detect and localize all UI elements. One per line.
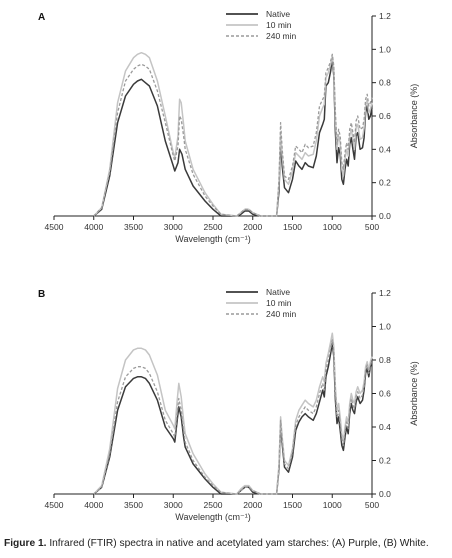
panel-b-series-line-10-min xyxy=(93,332,373,495)
panel-b-y-tick-label: 1.2 xyxy=(379,288,391,298)
panel-b-x-axis-title: Wavelength (cm⁻¹) xyxy=(175,512,250,522)
panel-b-x-tick-label: 2500 xyxy=(204,500,223,510)
panel-a-x-axis-title: Wavelength (cm⁻¹) xyxy=(175,234,250,244)
panel-a-series-line-native xyxy=(93,56,373,217)
panel-b-y-tick-label: 1.0 xyxy=(379,322,391,332)
panel-a-series-line-10-min xyxy=(93,51,373,217)
panel-a-x-tick-label: 3500 xyxy=(124,222,143,232)
panel-b-x-tick-label: 4000 xyxy=(84,500,103,510)
panel-a-y-tick-label: 0.6 xyxy=(379,111,391,121)
panel-a-legend-label: Native xyxy=(266,9,290,19)
panel-a-y-tick-label: 0.4 xyxy=(379,144,391,154)
panel-a-x-tick-label: 2500 xyxy=(204,222,223,232)
panel-b-y-axis-title: Absorbance (%) xyxy=(409,361,419,426)
panel-b-legend-label: 10 min xyxy=(266,298,292,308)
panel-b-x-tick-label: 1000 xyxy=(323,500,342,510)
ftir-spectra-figure: A 4500 4000 3500 3000 2500 2000 1500 1000 500 Wave… xyxy=(38,9,419,522)
panel-b-x-tick-label: 3000 xyxy=(164,500,183,510)
panel-a-legend-label: 10 min xyxy=(266,20,292,30)
panel-a-series-line-240-min xyxy=(93,53,373,217)
panel-a-x-tick-label: 1500 xyxy=(283,222,302,232)
panel-b-series-line-240-min xyxy=(93,339,373,495)
panel-b-y-tick-label: 0.0 xyxy=(379,489,391,499)
panel-b-x-tick-label: 1500 xyxy=(283,500,302,510)
panel-b-x-tick-label: 2000 xyxy=(243,500,262,510)
panel-a-y-tick-label: 0.0 xyxy=(379,211,391,221)
panel-b-y-tick-label: 0.2 xyxy=(379,456,391,466)
panel-b-y-tick-label: 0.4 xyxy=(379,422,391,432)
panel-a-x-tick-label: 1000 xyxy=(323,222,342,232)
caption-text: Infrared (FTIR) spectra in native and ac… xyxy=(49,538,429,549)
panel-a-x-tick-label: 500 xyxy=(365,222,379,232)
panel-a-legend-label: 240 min xyxy=(266,31,297,41)
panel-a-label: A xyxy=(38,12,45,23)
panel-a-x-tick-label: 4000 xyxy=(84,222,103,232)
panel-a-y-axis-title: Absorbance (%) xyxy=(409,84,419,149)
panel-a-x-tick-label: 4500 xyxy=(45,222,64,232)
panel-a-y-tick-label: 1.2 xyxy=(379,11,391,21)
caption-label: Figure 1. xyxy=(4,538,47,549)
panel-a-x-tick-label: 2000 xyxy=(243,222,262,232)
panel-b-y-tick-label: 0.6 xyxy=(379,389,391,399)
figure-caption: Figure 1. Infrared (FTIR) spectra in nat… xyxy=(4,538,450,549)
panel-b-legend-label: Native xyxy=(266,287,290,297)
panel-b-x-tick-label: 4500 xyxy=(45,500,64,510)
panel-b-x-tick-label: 500 xyxy=(365,500,379,510)
panel-a-y-tick-label: 0.2 xyxy=(379,178,391,188)
panel-b-y-tick-label: 0.8 xyxy=(379,355,391,365)
panel-a-x-tick-label: 3000 xyxy=(164,222,183,232)
panel-b-x-tick-label: 3500 xyxy=(124,500,143,510)
panel-b-series-line-native xyxy=(93,342,373,495)
panel-a-y-tick-label: 0.8 xyxy=(379,78,391,88)
panel-b-label: B xyxy=(38,289,45,300)
panel-b-legend-label: 240 min xyxy=(266,309,297,319)
panel-a-y-tick-label: 1.0 xyxy=(379,44,391,54)
